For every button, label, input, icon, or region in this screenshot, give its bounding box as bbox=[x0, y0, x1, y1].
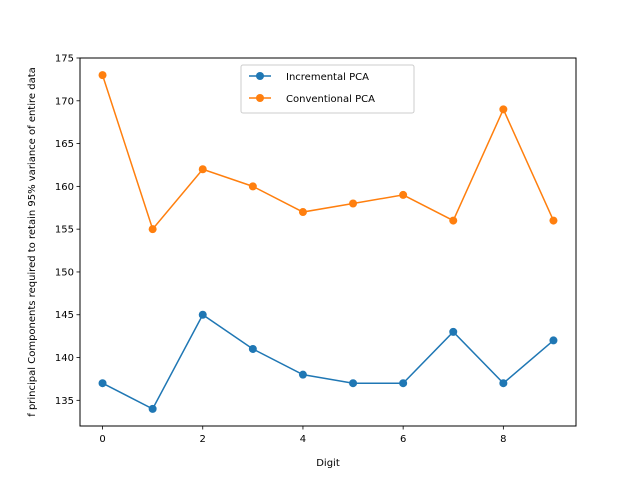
y-tick-label: 155 bbox=[55, 225, 74, 236]
series-1 bbox=[98, 71, 558, 234]
data-point bbox=[349, 379, 358, 388]
y-tick-label: 160 bbox=[55, 182, 74, 193]
legend-label: Incremental PCA bbox=[286, 72, 369, 83]
x-tick-label: 6 bbox=[400, 434, 406, 445]
data-point bbox=[549, 336, 558, 345]
data-point bbox=[399, 190, 408, 199]
y-tick-label: 170 bbox=[55, 96, 74, 107]
y-tick-label: 140 bbox=[55, 353, 74, 364]
legend-marker bbox=[256, 72, 264, 80]
data-point bbox=[248, 344, 257, 353]
data-point bbox=[499, 105, 508, 114]
data-point bbox=[349, 199, 358, 208]
y-axis: 135 140 145 150 155 160 165 170 175 bbox=[55, 54, 80, 407]
data-point bbox=[499, 379, 508, 388]
data-point bbox=[399, 379, 408, 388]
y-tick-label: 145 bbox=[55, 310, 74, 321]
legend: Incremental PCA Conventional PCA bbox=[240, 64, 415, 114]
y-tick-label: 150 bbox=[55, 267, 74, 278]
plot-area bbox=[98, 71, 558, 413]
data-point bbox=[198, 165, 207, 174]
data-point bbox=[449, 327, 458, 336]
x-tick-label: 0 bbox=[99, 434, 105, 445]
x-axis-label: Digit bbox=[316, 458, 340, 469]
series-line bbox=[102, 313, 554, 410]
data-point bbox=[248, 182, 257, 191]
y-tick-label: 135 bbox=[55, 396, 74, 407]
data-point bbox=[298, 370, 307, 379]
x-axis: 0 2 4 6 8 bbox=[99, 426, 507, 445]
x-tick-label: 8 bbox=[500, 434, 506, 445]
series-0 bbox=[98, 310, 558, 413]
data-point bbox=[549, 216, 558, 225]
data-point bbox=[298, 208, 307, 217]
legend-box bbox=[240, 64, 415, 114]
legend-label: Conventional PCA bbox=[286, 94, 375, 105]
y-tick-label: 165 bbox=[55, 139, 74, 150]
x-tick-label: 2 bbox=[200, 434, 206, 445]
data-point bbox=[148, 225, 157, 234]
x-tick-label: 4 bbox=[300, 434, 306, 445]
data-point bbox=[148, 404, 157, 413]
y-tick-label: 175 bbox=[55, 54, 74, 65]
series-line bbox=[101, 74, 555, 231]
data-point bbox=[98, 71, 107, 80]
data-point bbox=[98, 379, 107, 388]
y-axis-label: f principal Components required to retai… bbox=[27, 67, 38, 417]
legend-marker bbox=[256, 94, 264, 102]
data-point bbox=[198, 310, 207, 319]
data-point bbox=[449, 216, 458, 225]
axes-frame bbox=[79, 57, 577, 427]
